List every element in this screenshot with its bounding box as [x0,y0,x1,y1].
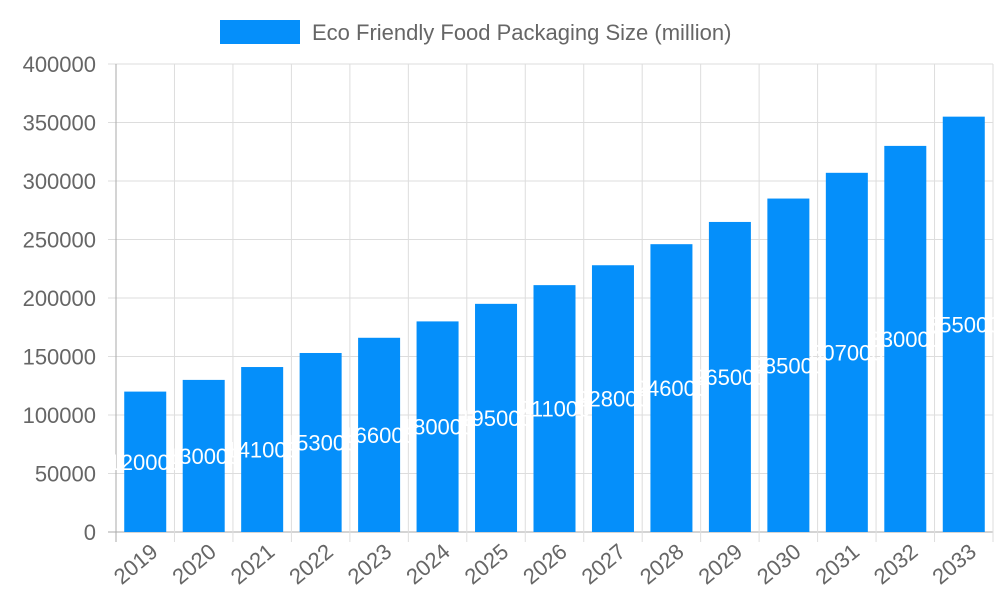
legend-swatch [220,20,300,44]
bar [708,221,751,532]
data-label: 195000 [459,406,532,431]
y-tick-label: 100000 [23,403,96,428]
data-label: 153000 [284,430,357,455]
legend-label: Eco Friendly Food Packaging Size (millio… [312,20,731,45]
x-tick-label: 2029 [694,539,748,590]
data-label: 120000 [109,450,182,475]
y-tick-label: 400000 [23,52,96,77]
data-label: 307000 [810,340,883,365]
x-axis: 2019 2020 2021 2022 2023 2024 2025 2026 2027 2028… [109,539,981,590]
x-tick-label: 2019 [109,539,163,590]
x-tick-label: 2021 [226,539,280,590]
bars [124,116,985,533]
data-label: 265000 [693,365,766,390]
x-tick-label: 2031 [810,539,864,590]
legend[interactable]: Eco Friendly Food Packaging Size (millio… [220,20,731,45]
bar [884,145,927,532]
x-tick-label: 2028 [635,539,689,590]
bar [299,352,342,532]
x-tick-label: 2025 [460,539,514,590]
x-tick-label: 2033 [927,539,981,590]
bar [124,391,167,532]
data-labels: 1200001300001410001530001660001800001950… [109,312,1000,474]
data-label: 141000 [225,438,298,463]
y-tick-label: 0 [84,520,96,545]
y-tick-label: 350000 [23,111,96,136]
y-tick-label: 50000 [35,462,96,487]
x-tick-label: 2030 [752,539,806,590]
data-label: 228000 [576,387,649,412]
data-label: 285000 [752,353,825,378]
x-tick-label: 2020 [167,539,221,590]
y-tick-label: 300000 [23,169,96,194]
data-label: 355000 [927,312,1000,337]
x-tick-label: 2032 [869,539,923,590]
x-tick-label: 2027 [577,539,631,590]
bar [767,198,810,533]
bar [650,244,693,532]
bar [825,172,868,532]
x-tick-label: 2024 [401,539,455,590]
x-tick-label: 2026 [518,539,572,590]
data-label: 246000 [635,376,708,401]
bar [358,337,401,532]
bar [475,303,518,532]
bar [533,285,576,532]
bar [591,265,634,532]
data-label: 180000 [401,415,474,440]
grid [108,63,994,542]
data-label: 211000 [519,397,591,422]
bar [942,116,985,533]
data-label: 330000 [869,327,942,352]
y-tick-label: 200000 [23,286,96,311]
bar [241,367,284,532]
bar [182,379,225,532]
y-axis: 0 50000 100000 150000 200000 250000 300000 3500… [23,52,96,545]
bar [416,321,459,532]
data-label: 166000 [342,423,415,448]
data-label: 130000 [167,444,240,469]
x-tick-label: 2023 [343,539,397,590]
y-tick-label: 150000 [23,345,96,370]
x-tick-label: 2022 [284,539,338,590]
y-tick-label: 250000 [23,228,96,253]
